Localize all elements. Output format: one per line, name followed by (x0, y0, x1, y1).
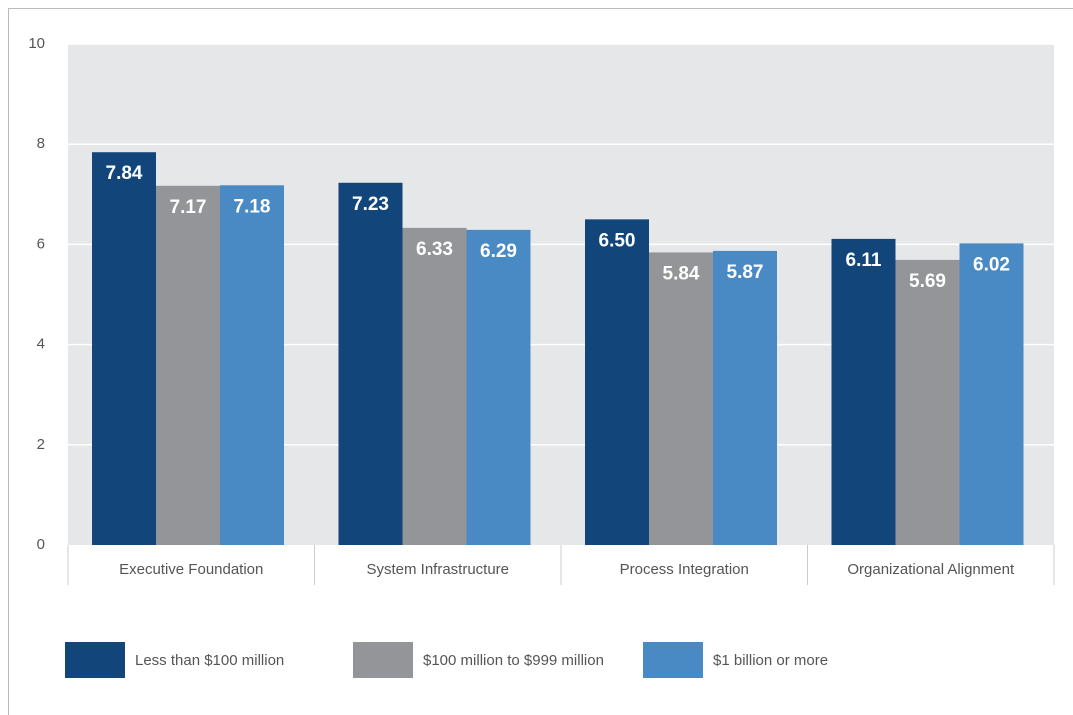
y-tick-label: 2 (37, 436, 45, 453)
value-label: 5.84 (663, 263, 700, 284)
bar (831, 238, 896, 545)
y-tick-label: 4 (37, 336, 45, 353)
bar (713, 250, 777, 545)
legend-swatch (643, 642, 703, 678)
legend-label: $1 billion or more (713, 652, 828, 669)
bar (220, 185, 284, 546)
x-tick-label: Organizational Alignment (847, 561, 1015, 578)
legend-swatch (353, 642, 413, 678)
value-label: 5.69 (909, 271, 946, 292)
bar (895, 259, 960, 545)
legend-swatch (65, 642, 125, 678)
x-tick-label: System Infrastructure (366, 561, 509, 578)
bar (402, 227, 467, 545)
x-tick-label: Executive Foundation (119, 561, 263, 578)
value-label: 6.02 (973, 254, 1010, 275)
bar (959, 243, 1024, 545)
x-tick-label: Process Integration (620, 561, 749, 578)
value-label: 5.87 (727, 262, 764, 283)
value-label: 7.18 (234, 196, 271, 217)
bar (649, 252, 713, 545)
bar (338, 182, 403, 546)
bar (92, 152, 156, 545)
value-label: 6.33 (416, 239, 453, 260)
value-label: 7.17 (170, 197, 207, 218)
frame (8, 8, 1073, 715)
y-tick-label: 10 (28, 35, 45, 52)
value-label: 7.84 (106, 163, 143, 184)
value-label: 6.29 (480, 241, 517, 262)
y-tick-label: 0 (37, 536, 45, 553)
y-tick-label: 8 (37, 135, 45, 152)
value-label: 6.50 (599, 230, 636, 251)
value-label: 6.11 (846, 250, 882, 271)
y-tick-label: 6 (37, 235, 45, 252)
legend-label: Less than $100 million (135, 652, 284, 669)
bar (156, 185, 220, 545)
bar (585, 219, 649, 545)
bar (466, 229, 531, 545)
value-label: 7.23 (352, 194, 389, 215)
legend-label: $100 million to $999 million (423, 652, 604, 669)
